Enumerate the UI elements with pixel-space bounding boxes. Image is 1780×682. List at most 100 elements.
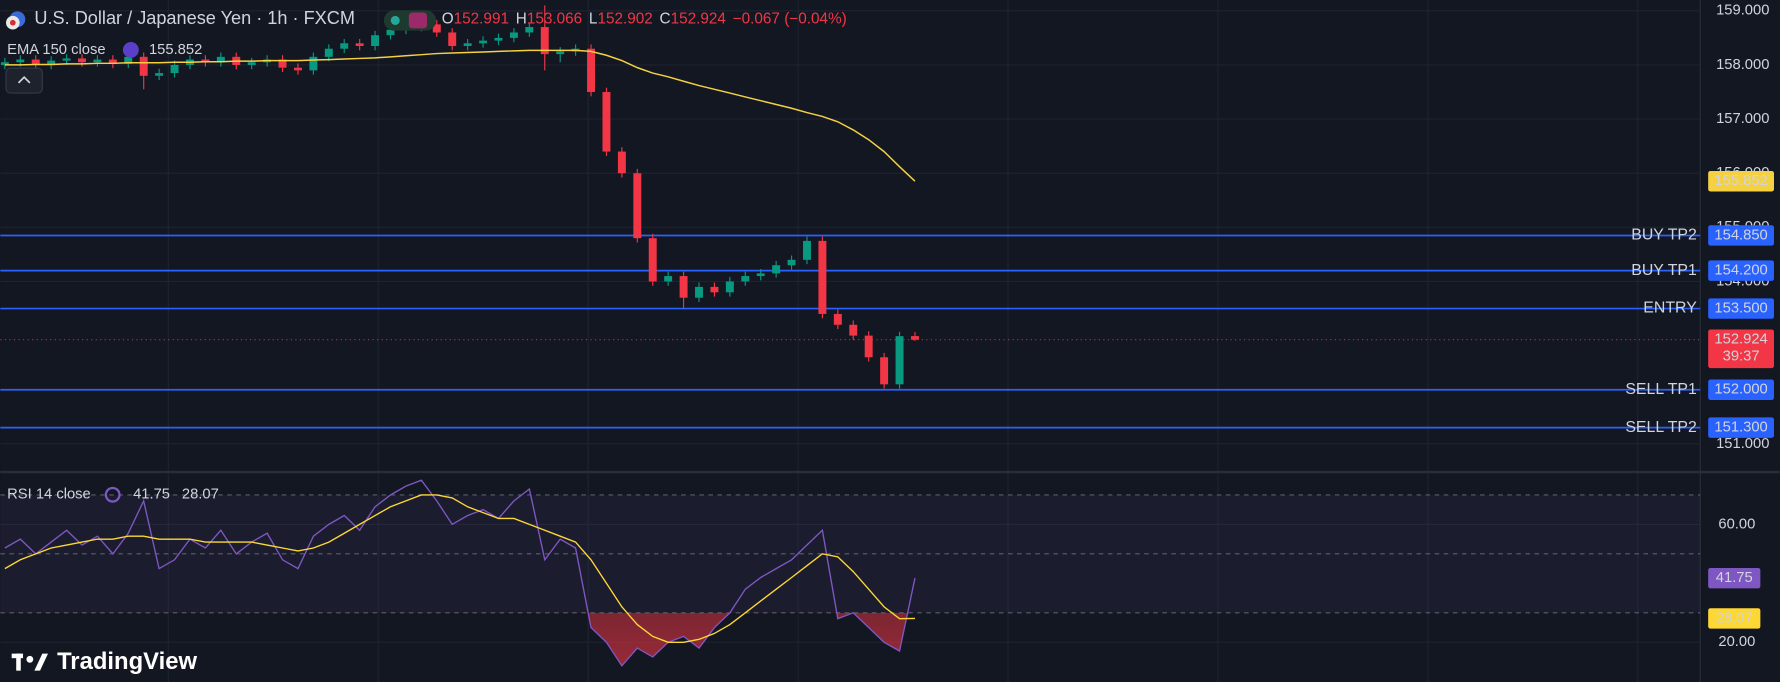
level-price: 152.000 — [1714, 382, 1767, 398]
candle-body — [910, 336, 919, 340]
ema-tag-value: 155.852 — [1714, 173, 1767, 189]
rsi-ma-tag-value: 28.07 — [1716, 610, 1753, 626]
candle-body — [664, 276, 673, 282]
rsi-ma-legend-value: 28.07 — [182, 487, 219, 503]
candle-body — [756, 273, 765, 277]
ohlc-value: 152.991 — [454, 10, 509, 27]
plot — [0, 5, 1701, 667]
level-tag — [1708, 298, 1774, 319]
candle-body — [386, 29, 395, 36]
vertical-grid — [167, 0, 1639, 682]
level-name: ENTRY — [1643, 300, 1697, 317]
rsi-ma-tag — [1708, 608, 1761, 629]
level-price: 151.300 — [1714, 420, 1767, 436]
candle-body — [864, 335, 873, 358]
candle-body — [741, 276, 750, 282]
candle-body — [617, 151, 626, 174]
candle-body — [833, 313, 842, 325]
candle-body — [16, 59, 25, 63]
indicator-icon[interactable] — [122, 41, 139, 58]
candle-body — [324, 48, 333, 57]
level-price: 154.200 — [1714, 263, 1767, 279]
overlay: TradingView BUY TP2 154.850 BUY TP1 154.200… — [5, 8, 1774, 675]
collapse-icon — [17, 75, 31, 84]
collapse-button[interactable] — [5, 67, 43, 94]
level-name: BUY TP2 — [1631, 227, 1697, 244]
candle-body — [494, 37, 503, 41]
ohlc-value: 152.924 — [671, 10, 727, 27]
candle-body — [725, 281, 734, 293]
ema-line — [4, 49, 916, 182]
rsi-line — [4, 479, 916, 667]
level-name: SELL TP1 — [1625, 381, 1697, 398]
rsi-tag — [1708, 567, 1761, 589]
candle-body — [0, 62, 9, 65]
candle-body — [895, 336, 904, 385]
y-tick-label: 20.00 — [1718, 634, 1755, 650]
y-tick-label: 157.000 — [1716, 111, 1769, 127]
ohlc-key: O — [442, 10, 454, 27]
candle-body — [602, 92, 611, 152]
candle-body — [463, 43, 472, 47]
candle-body — [787, 259, 796, 266]
change: −0.067 (−0.04%) — [733, 10, 847, 27]
level-tag — [1708, 379, 1774, 400]
price-tag — [1708, 329, 1774, 369]
candle-body — [293, 67, 302, 71]
level-price: 153.500 — [1714, 300, 1767, 316]
brand-logo — [11, 653, 48, 671]
candle-body — [525, 27, 534, 33]
candle-body — [108, 59, 117, 64]
candle-body — [772, 265, 781, 274]
level-price: 154.850 — [1714, 227, 1767, 243]
symbol-title: U.S. Dollar / Japanese Yen · 1h · FXCM — [34, 8, 355, 28]
candle-body — [710, 286, 719, 293]
ohlc-key: H — [516, 10, 527, 27]
candle-body — [479, 40, 488, 44]
status-icon — [408, 12, 428, 29]
candle-body — [201, 59, 210, 63]
indicator-icon[interactable] — [104, 486, 121, 503]
level-tag — [1708, 417, 1774, 438]
candle-body — [540, 27, 549, 55]
y-tick-label: 158.000 — [1716, 57, 1769, 73]
candle-body — [818, 240, 827, 314]
flag-icon — [9, 19, 16, 26]
ema-tag — [1708, 171, 1774, 192]
candle-body — [340, 43, 349, 49]
ohlc-value: 153.066 — [527, 10, 582, 27]
candle-body — [247, 62, 256, 65]
rsi-legend-value: 41.75 — [133, 487, 170, 503]
ema-legend: EMA 150 close — [7, 42, 105, 58]
candle-body — [170, 64, 179, 74]
candle-body — [509, 32, 518, 38]
candle-body — [155, 73, 164, 76]
y-tick-label: 159.000 — [1716, 3, 1769, 19]
candle-body — [803, 240, 811, 260]
ohlc-legend: O152.991 H153.066 L152.902 C152.924 −0.067 (… — [442, 10, 847, 27]
level-name: BUY TP1 — [1631, 262, 1697, 279]
level-tag — [1708, 260, 1774, 281]
level-name: SELL TP2 — [1625, 419, 1697, 436]
candle-body — [216, 56, 225, 63]
candle-body — [679, 276, 688, 298]
y-tick-label: 151.000 — [1716, 436, 1769, 452]
candle-body — [31, 59, 40, 65]
candle-body — [880, 357, 889, 385]
y-tick-label: 60.00 — [1718, 516, 1755, 532]
candle-body — [124, 56, 133, 64]
ema-legend-value: 155.852 — [149, 42, 202, 58]
candle-body — [93, 59, 102, 63]
ohlc-key: C — [660, 10, 671, 27]
candle-body — [432, 24, 441, 33]
candle-body — [47, 60, 56, 65]
candle-body — [556, 51, 565, 55]
candle-body — [139, 56, 148, 76]
candle-body — [633, 173, 642, 239]
ohlc-value: 152.902 — [597, 10, 652, 27]
rsi-tag-value: 41.75 — [1716, 570, 1753, 586]
candle-body — [278, 59, 287, 68]
market-open-dot — [390, 15, 400, 25]
candle-body — [587, 48, 596, 93]
